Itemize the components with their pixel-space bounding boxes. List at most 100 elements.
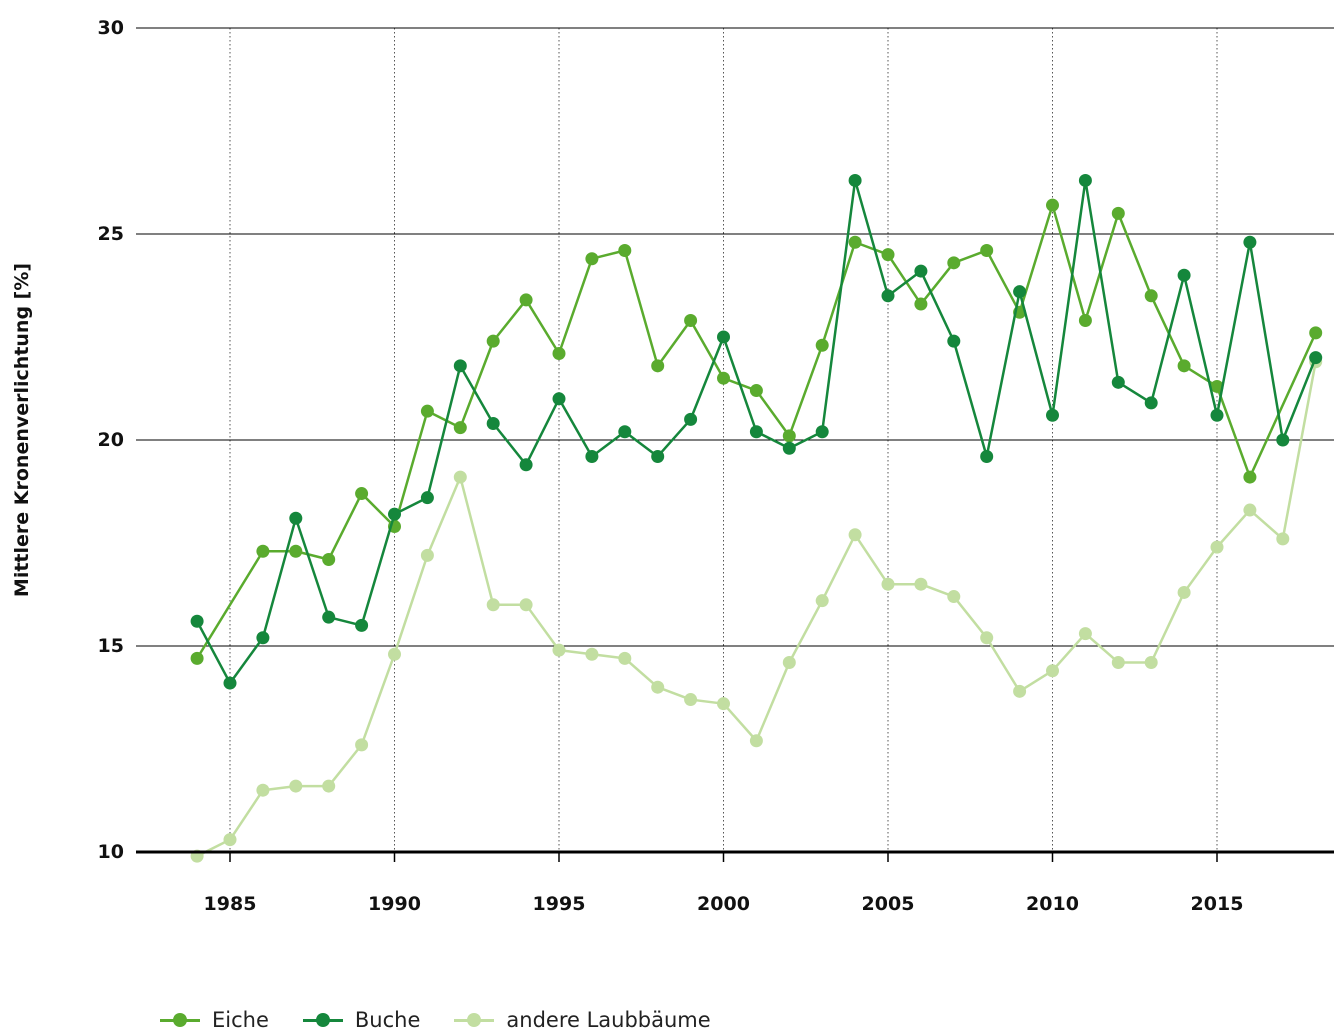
data-point xyxy=(1177,268,1191,282)
series-group xyxy=(190,173,1323,863)
data-point xyxy=(585,252,599,266)
legend: Eiche Buche andere Laubbäume xyxy=(160,1008,711,1032)
data-point xyxy=(322,779,336,793)
legend-label: andere Laubbäume xyxy=(506,1008,711,1032)
data-point xyxy=(322,552,336,566)
data-point xyxy=(914,297,928,311)
data-point xyxy=(881,248,895,262)
data-point xyxy=(1309,326,1323,340)
data-point xyxy=(1243,235,1257,249)
data-point xyxy=(453,470,467,484)
data-point xyxy=(1144,289,1158,303)
data-point xyxy=(355,618,369,632)
data-point xyxy=(453,359,467,373)
x-tick-label: 2010 xyxy=(1026,893,1079,915)
data-point xyxy=(848,173,862,187)
x-tick-label: 2000 xyxy=(697,893,750,915)
data-point xyxy=(420,404,434,418)
data-point xyxy=(223,676,237,690)
data-point xyxy=(815,425,829,439)
data-point xyxy=(190,651,204,665)
data-point xyxy=(1078,627,1092,641)
data-point xyxy=(1243,470,1257,484)
data-point xyxy=(782,655,796,669)
data-point xyxy=(815,594,829,608)
grid xyxy=(136,27,1334,852)
data-point xyxy=(980,449,994,463)
data-point xyxy=(651,449,665,463)
data-point xyxy=(947,334,961,348)
y-tick-label: 10 xyxy=(98,841,124,863)
data-point xyxy=(1210,540,1224,554)
data-point xyxy=(355,487,369,501)
data-point xyxy=(355,738,369,752)
data-point xyxy=(256,544,270,558)
data-point xyxy=(947,590,961,604)
data-point xyxy=(651,680,665,694)
data-point xyxy=(881,577,895,591)
axes: 10 15 20 25 30 1985 1990 1995 2000 2005 2010 2015 xyxy=(98,17,1334,915)
data-point xyxy=(1046,664,1059,678)
data-point xyxy=(717,371,730,385)
data-point xyxy=(1144,655,1158,669)
data-point xyxy=(651,359,665,373)
legend-marker xyxy=(173,1013,187,1027)
data-point xyxy=(1210,379,1224,393)
data-point xyxy=(881,289,895,303)
data-point xyxy=(848,528,862,542)
legend-marker xyxy=(467,1013,482,1027)
data-point xyxy=(190,614,204,628)
data-point xyxy=(1111,655,1125,669)
data-point xyxy=(453,421,467,435)
data-point xyxy=(585,449,599,463)
data-point xyxy=(1111,206,1125,220)
data-point xyxy=(848,235,862,249)
data-point xyxy=(749,425,763,439)
legend-item: Eiche xyxy=(160,1008,269,1032)
data-point xyxy=(914,264,928,278)
data-point xyxy=(256,783,270,797)
legend-label: Buche xyxy=(354,1008,421,1032)
legend-marker xyxy=(315,1013,330,1027)
data-point xyxy=(1111,375,1125,389)
data-point xyxy=(420,548,434,562)
data-point xyxy=(618,425,632,439)
data-point xyxy=(947,256,961,270)
y-tick-label: 20 xyxy=(98,429,124,451)
data-point xyxy=(815,338,829,352)
data-point xyxy=(552,643,566,657)
data-point xyxy=(289,779,303,793)
data-point xyxy=(1013,684,1027,698)
data-point xyxy=(1013,285,1027,299)
data-point xyxy=(1276,433,1290,447)
data-point xyxy=(1276,532,1290,546)
data-point xyxy=(552,346,566,360)
data-point xyxy=(684,693,698,707)
data-point xyxy=(1309,351,1323,365)
data-point xyxy=(519,598,533,612)
legend-swatch xyxy=(454,1012,495,1028)
data-point xyxy=(618,651,632,665)
data-point xyxy=(980,631,994,645)
data-point xyxy=(914,577,928,591)
y-axis-title: Mittlere Kronenverlichtung [%] xyxy=(11,262,33,598)
data-point xyxy=(519,458,533,472)
data-point xyxy=(717,330,730,344)
data-point xyxy=(749,734,763,748)
legend-item: andere Laubbäume xyxy=(454,1008,711,1032)
data-point xyxy=(1243,503,1257,517)
data-point xyxy=(1144,396,1158,410)
data-point xyxy=(486,598,500,612)
legend-item: Buche xyxy=(302,1008,421,1032)
data-point xyxy=(486,334,500,348)
data-point xyxy=(618,243,632,257)
data-point xyxy=(717,697,730,711)
legend-swatch xyxy=(302,1012,343,1028)
data-point xyxy=(1046,198,1059,212)
data-point xyxy=(289,511,303,525)
data-point xyxy=(980,243,994,257)
data-point xyxy=(782,441,796,455)
data-point xyxy=(322,610,336,624)
x-tick-label: 1995 xyxy=(533,893,586,915)
data-point xyxy=(585,647,599,661)
